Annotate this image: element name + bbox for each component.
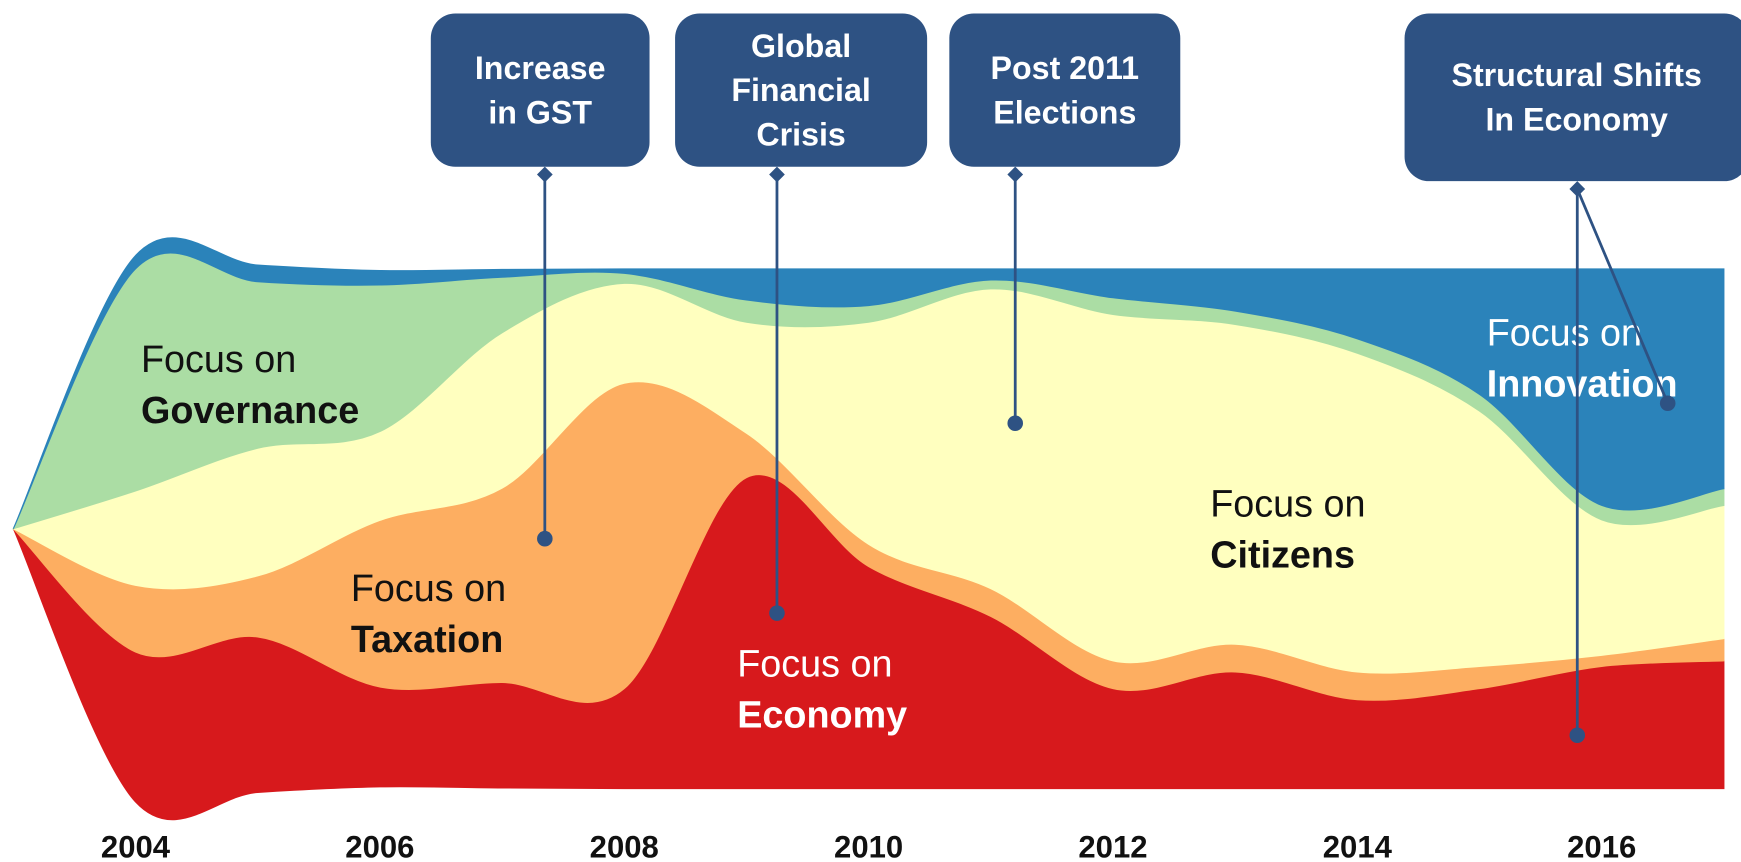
series-label: Governance [141, 389, 359, 431]
x-tick-label: 2008 [590, 829, 659, 862]
annotation: Post 2011 Elections [949, 13, 1181, 431]
series-label-prefix: Focus on [141, 338, 296, 380]
x-tick-label: 2010 [834, 829, 903, 862]
annotation-box [430, 13, 650, 167]
annotation: Global Financial Crisis [675, 13, 928, 621]
x-tick-label: 2014 [1323, 829, 1393, 862]
x-tick-label: 2016 [1567, 829, 1636, 862]
annotation-text: Crisis [756, 117, 845, 153]
annotation-box [949, 13, 1181, 167]
series-label-prefix: Focus on [737, 642, 892, 684]
x-tick-label: 2004 [101, 829, 171, 862]
annotation-text: Global [751, 28, 851, 64]
series-label-prefix: Focus on [1487, 312, 1642, 354]
x-tick-label: 2006 [345, 829, 414, 862]
leader-dot [769, 605, 785, 621]
x-tick-label: 2012 [1078, 829, 1147, 862]
leader-line [1575, 188, 1669, 404]
leader-diamond [1007, 166, 1024, 183]
series-label: Economy [737, 693, 907, 735]
leader-dot [537, 530, 553, 547]
series-label: Taxation [351, 618, 503, 660]
leader-diamond [1569, 181, 1586, 197]
annotation-text: Financial [731, 72, 871, 108]
annotation-text: Post 2011 [991, 50, 1140, 86]
leader-diamond [769, 166, 785, 183]
leader-dot [1569, 727, 1586, 744]
annotation-text: Structural Shifts [1451, 57, 1701, 93]
annotation-text: Increase [475, 50, 606, 86]
overlay: 2004 2006 2008 2010 2012 2014 2016 Focus on Econ… [101, 13, 1741, 862]
annotation-text: In Economy [1485, 102, 1668, 138]
series-label: Innovation [1487, 363, 1678, 405]
leader-dot [1659, 395, 1676, 412]
annotation: Structural Shifts In Economy [1404, 13, 1741, 744]
series-label: Citizens [1210, 534, 1355, 576]
leader-diamond [536, 166, 553, 183]
leader-dot [1007, 415, 1024, 431]
series-label-prefix: Focus on [351, 567, 506, 609]
annotation: Increase in GST [430, 13, 650, 547]
series-label-prefix: Focus on [1210, 482, 1365, 524]
annotation-text: in GST [488, 94, 592, 130]
annotation-box [1404, 13, 1741, 182]
areas [11, 237, 1725, 821]
annotation-text: Elections [993, 94, 1136, 130]
annotation-box [675, 13, 928, 167]
